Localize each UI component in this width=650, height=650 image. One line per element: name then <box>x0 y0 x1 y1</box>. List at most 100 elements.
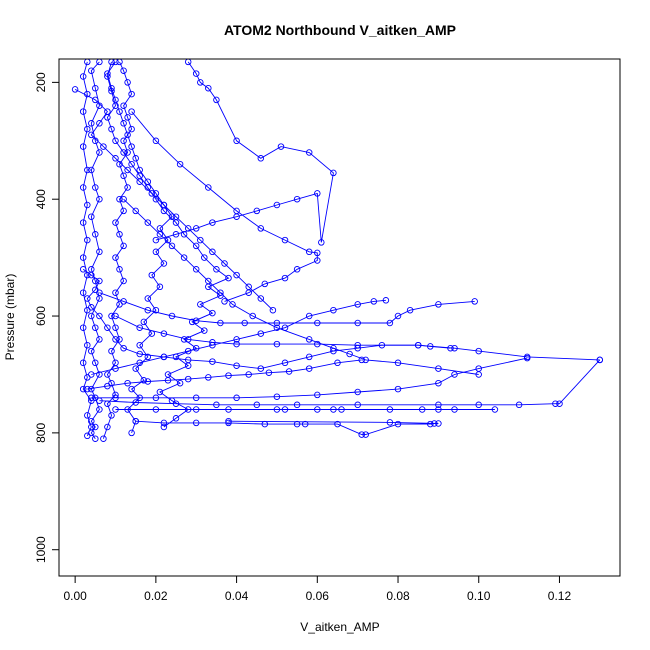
data-point <box>84 166 91 174</box>
data-point <box>112 365 119 372</box>
data-point <box>269 306 277 314</box>
data-point <box>382 297 390 304</box>
data-point <box>79 385 87 393</box>
data-point <box>164 377 172 384</box>
data-point <box>209 358 216 365</box>
data-point <box>88 67 95 74</box>
data-point <box>257 365 265 372</box>
data-point <box>184 356 192 364</box>
data-point <box>152 248 160 256</box>
data-point <box>314 340 321 348</box>
data-point <box>112 324 119 331</box>
data-point <box>156 283 164 291</box>
series-7 <box>79 266 604 372</box>
data-point <box>213 401 220 409</box>
data-point <box>124 184 131 191</box>
data-point <box>184 336 192 343</box>
data-point <box>596 356 604 364</box>
data-point <box>112 406 119 413</box>
data-point <box>172 415 180 422</box>
data-point <box>358 431 365 438</box>
data-point <box>354 301 361 308</box>
series-6 <box>71 86 277 314</box>
data-point <box>108 412 115 419</box>
data-point <box>233 336 240 343</box>
data-point <box>104 382 111 390</box>
data-point <box>92 137 99 145</box>
data-point <box>257 295 265 302</box>
data-point <box>253 401 261 409</box>
data-point <box>128 108 135 115</box>
data-point <box>88 423 95 431</box>
data-point <box>108 125 115 133</box>
data-point <box>556 400 563 407</box>
data-point <box>192 266 200 273</box>
data-point <box>96 120 103 127</box>
data-point <box>205 84 212 92</box>
data-point <box>192 70 200 77</box>
data-point <box>447 344 454 352</box>
data-point <box>435 401 442 409</box>
data-point <box>475 371 482 378</box>
data-point <box>281 324 289 331</box>
data-point <box>132 365 139 372</box>
data-point <box>128 160 135 168</box>
data-point <box>233 137 240 145</box>
series-line <box>102 61 133 439</box>
data-point <box>116 195 123 203</box>
data-point <box>188 318 196 326</box>
data-point <box>394 359 402 367</box>
data-point <box>92 184 99 191</box>
data-point <box>92 96 99 104</box>
data-point <box>209 219 216 226</box>
data-point <box>88 120 95 127</box>
data-point <box>192 225 200 232</box>
data-point <box>79 266 87 273</box>
data-point <box>156 388 164 396</box>
series-14 <box>96 289 478 327</box>
data-point <box>96 336 103 343</box>
data-point <box>144 378 152 385</box>
data-point <box>180 254 188 261</box>
y-axis: 200 400 600 800 1000 <box>34 72 60 563</box>
data-point <box>435 379 442 387</box>
data-point <box>233 394 240 402</box>
data-point <box>285 368 293 375</box>
data-point <box>475 347 482 355</box>
data-point <box>305 248 313 256</box>
data-point <box>140 318 148 326</box>
series-11 <box>132 417 442 438</box>
data-point <box>314 319 321 327</box>
series-line <box>99 359 601 406</box>
series-line <box>74 89 274 311</box>
data-point <box>172 400 180 407</box>
data-point <box>201 254 208 261</box>
data-point <box>100 143 107 150</box>
data-point <box>209 309 216 317</box>
data-point <box>148 271 156 279</box>
data-point <box>120 207 127 215</box>
series-9 <box>96 356 604 409</box>
data-point <box>362 431 369 438</box>
data-point <box>281 236 289 244</box>
data-point <box>172 213 180 220</box>
x-tick-label: 0.06 <box>306 589 330 603</box>
data-point <box>112 254 119 261</box>
series-2 <box>79 59 95 440</box>
data-point <box>128 143 135 150</box>
data-point <box>427 420 434 428</box>
data-point <box>96 248 103 256</box>
series-line <box>90 61 100 439</box>
series-line <box>91 357 528 399</box>
data-point <box>104 371 111 378</box>
series-18 <box>84 356 365 393</box>
data-point <box>221 260 228 267</box>
data-point <box>112 137 119 145</box>
data-point <box>265 369 273 376</box>
data-point <box>84 341 91 349</box>
data-point <box>293 401 301 409</box>
data-point <box>88 371 95 378</box>
data-point <box>88 347 95 355</box>
series-10 <box>112 406 499 413</box>
data-point <box>120 102 127 109</box>
